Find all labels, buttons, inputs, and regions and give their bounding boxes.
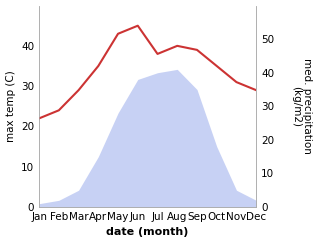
Y-axis label: med. precipitation
(kg/m2): med. precipitation (kg/m2): [291, 58, 313, 154]
X-axis label: date (month): date (month): [107, 227, 189, 237]
Y-axis label: max temp (C): max temp (C): [5, 70, 16, 142]
